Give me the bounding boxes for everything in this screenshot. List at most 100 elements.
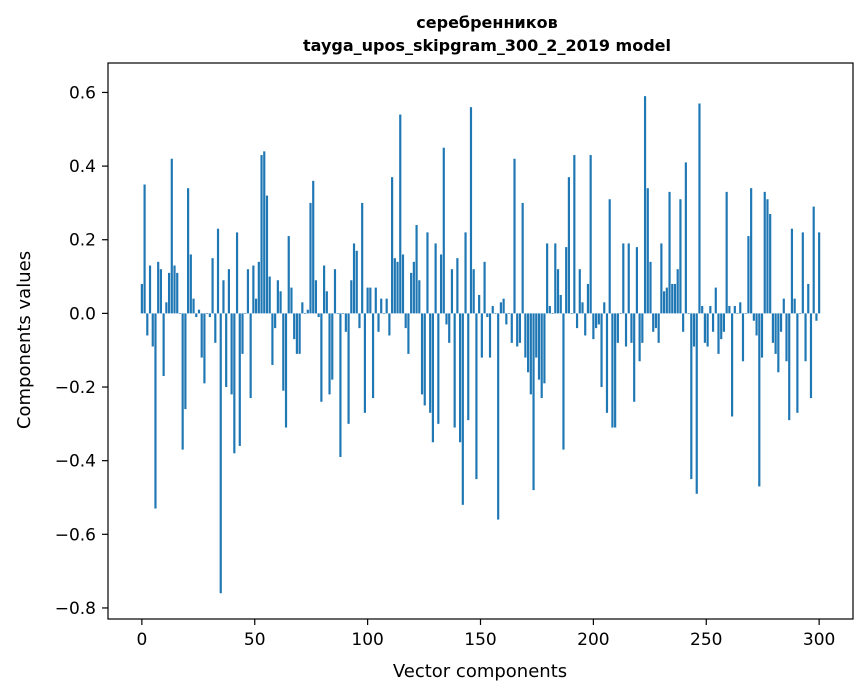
bar — [521, 202, 524, 314]
bar — [415, 225, 418, 314]
bar — [195, 313, 198, 318]
bar — [488, 313, 492, 358]
y-tick-label: −0.2 — [55, 378, 96, 398]
bar — [282, 313, 285, 391]
bar — [548, 306, 551, 314]
bar — [301, 302, 304, 314]
y-tick-label: 0.6 — [69, 83, 96, 103]
bar — [527, 313, 530, 373]
bar — [741, 313, 745, 362]
bar — [361, 202, 364, 314]
bar — [399, 114, 402, 314]
bar — [325, 291, 328, 314]
bar — [733, 306, 736, 314]
bar — [162, 313, 165, 376]
bar — [703, 313, 706, 343]
bar — [649, 261, 652, 314]
bar — [760, 313, 764, 358]
y-tick-label: 0.4 — [69, 157, 96, 177]
bar — [225, 313, 228, 388]
bar — [540, 313, 543, 399]
bar — [616, 313, 619, 343]
bar — [785, 313, 788, 362]
bar — [747, 236, 750, 314]
bar — [244, 313, 247, 314]
bar — [595, 313, 598, 329]
bar — [608, 199, 611, 314]
bar — [393, 258, 396, 314]
bar — [401, 254, 405, 314]
bar — [227, 269, 230, 314]
bar — [600, 313, 603, 388]
bar — [412, 261, 415, 314]
bar — [377, 313, 380, 332]
bar — [497, 313, 500, 520]
y-tick-label: 0.0 — [69, 304, 96, 324]
bar — [766, 199, 769, 314]
x-tick-label: 150 — [464, 630, 496, 650]
bar — [589, 155, 592, 314]
bar — [176, 272, 179, 314]
bar — [480, 313, 483, 358]
bar — [385, 298, 388, 314]
bar — [371, 313, 375, 399]
bar — [575, 313, 579, 329]
bar — [619, 313, 622, 314]
bar — [584, 313, 587, 336]
x-tick-label: 300 — [803, 630, 835, 650]
bar — [673, 283, 677, 314]
bar — [809, 313, 813, 399]
y-tick-label: −0.6 — [55, 525, 96, 545]
bar — [219, 313, 222, 594]
bar — [578, 269, 581, 314]
bar — [396, 261, 399, 314]
bar — [418, 280, 421, 314]
bar — [638, 313, 641, 362]
bar — [271, 313, 274, 365]
bar — [309, 202, 312, 314]
bar — [148, 265, 152, 314]
bar — [491, 306, 494, 314]
chart-title: серебренников — [416, 13, 557, 32]
bar — [731, 313, 734, 417]
bar — [246, 269, 250, 314]
bar — [750, 188, 753, 314]
bar — [543, 313, 546, 384]
y-tick-label: −0.4 — [55, 452, 96, 472]
bar — [654, 313, 658, 329]
y-axis-ticks: −0.8 −0.6 −0.4 −0.2 0.0 0.2 0.4 0.6 — [55, 83, 108, 619]
x-tick-label: 50 — [244, 630, 266, 650]
bar — [505, 313, 508, 325]
bar — [298, 313, 301, 354]
bar — [154, 313, 157, 509]
bar — [382, 313, 386, 314]
bar — [815, 313, 818, 321]
bar — [469, 107, 473, 314]
bar — [429, 313, 432, 413]
bar — [369, 287, 372, 314]
bar — [143, 184, 146, 314]
bar — [159, 269, 162, 314]
bar — [374, 287, 377, 314]
bar — [633, 313, 636, 402]
bar — [728, 306, 731, 314]
bar — [676, 269, 679, 314]
bar — [464, 232, 467, 314]
bar — [657, 313, 660, 343]
bar — [352, 243, 356, 314]
bar — [641, 313, 644, 343]
bar — [507, 313, 511, 314]
bar — [388, 313, 391, 336]
bar — [709, 306, 712, 314]
bar — [603, 302, 606, 314]
bar — [801, 232, 804, 314]
bar — [739, 302, 742, 314]
x-tick-label: 0 — [136, 630, 147, 650]
bar — [763, 191, 766, 314]
bar — [170, 158, 173, 314]
bar — [643, 96, 647, 314]
bar — [461, 313, 464, 505]
bar — [635, 247, 638, 314]
bar — [203, 313, 206, 384]
